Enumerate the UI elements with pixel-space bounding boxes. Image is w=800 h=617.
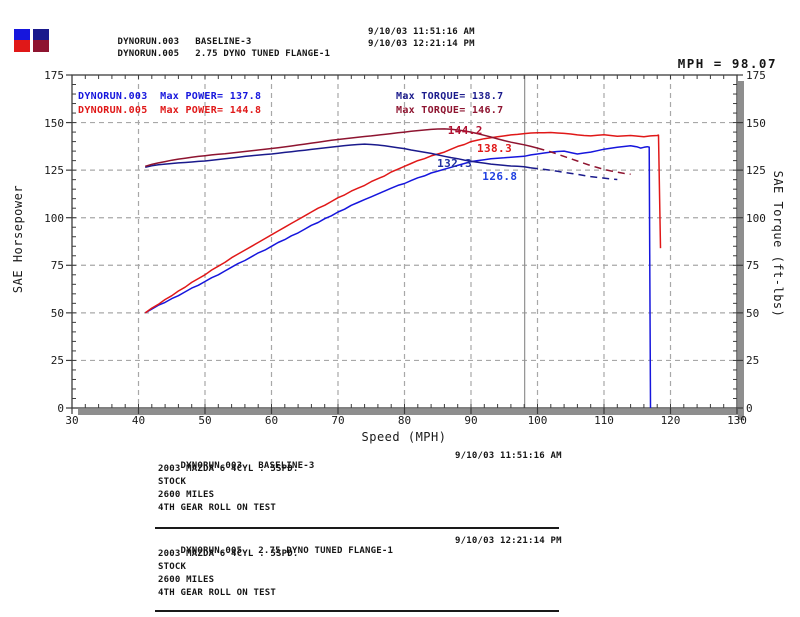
header-run1-row: DYNORUN.003 BASELINE-3 — [95, 27, 251, 57]
legend-run1-max-torque: Max TORQUE= 138.7 — [396, 91, 504, 102]
y-tick-label-right: 50 — [746, 306, 760, 320]
run2-torque-swatch — [33, 40, 49, 52]
y-tick-label-left: 150 — [44, 116, 64, 130]
y-tick-label-right: 25 — [746, 354, 760, 368]
y-tick-label-left: 75 — [50, 259, 64, 273]
y-axis-title-left: SAE Horsepower — [11, 184, 25, 294]
footer-block2-file: DYNORUN.005 — [180, 546, 243, 556]
frame-shadow — [78, 409, 744, 415]
y-tick-label-left: 100 — [44, 211, 64, 225]
y-tick-label-left: 25 — [50, 354, 64, 368]
x-tick-label: 130 — [727, 414, 747, 427]
x-tick-label: 50 — [198, 414, 212, 427]
header-run1-timestamp: 9/10/03 11:51:16 AM — [368, 27, 475, 37]
y-tick-label-right: 0 — [746, 402, 753, 415]
run1-torque-swatch — [33, 29, 49, 40]
footer-block1-line: STOCK — [158, 477, 187, 487]
footer-block2-line: STOCK — [158, 562, 187, 572]
footer-divider — [155, 527, 559, 529]
y-axis-title-right: SAE Torque (ft-lbs) — [771, 170, 785, 318]
footer-block2-label: 2.75 DYNO TUNED FLANGE-1 — [258, 546, 394, 556]
header-run1-file: DYNORUN.003 — [117, 37, 180, 47]
curve-torque-005 — [144, 128, 538, 168]
footer-block1-line: 2600 MILES — [158, 490, 215, 500]
footer-block1-title: DYNORUN.003 BASELINE-3 — [158, 451, 314, 481]
cursor-value-run2-torque: 138.3 — [476, 142, 513, 156]
run2-power-swatch — [14, 40, 30, 52]
footer-block2-line: 4TH GEAR ROLL ON TEST — [158, 588, 276, 598]
footer-block2-title: DYNORUN.005 2.75 DYNO TUNED FLANGE-1 — [158, 536, 393, 566]
cursor-mph-readout: MPH = 98.07 — [677, 56, 777, 71]
header-run2-row: DYNORUN.005 2.75 DYNO TUNED FLANGE-1 — [95, 39, 330, 69]
chart-overlay: DYNORUN.003 Max POWER= 137.8 Max TORQUE=… — [11, 69, 785, 444]
x-tick-label: 110 — [594, 414, 614, 427]
legend-run2-max-power: DYNORUN.005 Max POWER= 144.8 — [78, 105, 262, 116]
footer-block1-label: BASELINE-3 — [258, 461, 315, 471]
cursor-value-run1-power: 132.3 — [437, 156, 473, 170]
header-run2-timestamp: 9/10/03 12:21:14 PM — [368, 39, 475, 49]
y-tick-label-left: 50 — [50, 306, 64, 320]
y-tick-label-right: 125 — [746, 164, 766, 178]
header-run2-file: DYNORUN.005 — [117, 49, 180, 59]
cursor-value-run1-torque: 126.8 — [482, 170, 518, 184]
x-tick-label: 30 — [65, 414, 79, 427]
footer-block1-line: 2003 MAZDA 6 4CYL . 5SPD. — [158, 464, 299, 474]
y-tick-label-right: 150 — [746, 116, 766, 130]
y-tick-label-right: 100 — [746, 211, 766, 225]
curve-torque-005-faded — [537, 147, 631, 176]
footer-block1-file: DYNORUN.003 — [180, 461, 243, 471]
curve-torque-003-faded — [530, 167, 618, 181]
x-tick-label: 40 — [131, 414, 146, 427]
x-axis-title: Speed (MPH) — [361, 430, 447, 444]
curve-torque-003 — [145, 143, 532, 169]
footer-block2-line: 2600 MILES — [158, 575, 215, 585]
y-tick-label-left: 0 — [57, 402, 64, 415]
y-tick-label-left: 175 — [44, 69, 64, 82]
x-tick-label: 120 — [660, 414, 681, 427]
y-tick-label-left: 125 — [44, 164, 64, 178]
x-tick-label: 60 — [264, 414, 279, 427]
curve-power-003 — [144, 145, 652, 409]
footer-block2-line: 2003 MAZDA 6 4CYL . 5SPD. — [158, 549, 299, 559]
x-tick-label: 70 — [331, 414, 345, 427]
header-run2-label: 2.75 DYNO TUNED FLANGE-1 — [195, 49, 331, 59]
x-tick-label: 80 — [397, 414, 412, 427]
footer-block2-timestamp: 9/10/03 12:21:14 PM — [455, 536, 562, 546]
y-tick-label-right: 75 — [746, 259, 760, 273]
header-run1-label: BASELINE-3 — [195, 37, 252, 47]
footer-block1-line: 4TH GEAR ROLL ON TEST — [158, 503, 276, 513]
frame-shadow — [738, 81, 744, 420]
x-tick-label: 100 — [527, 414, 548, 427]
legend-run1-max-power: DYNORUN.003 Max POWER= 137.8 — [78, 91, 262, 102]
plot-frame — [71, 74, 738, 409]
footer-divider — [155, 610, 559, 612]
legend-run2-max-torque: Max TORQUE= 146.7 — [396, 105, 504, 116]
footer-block1-timestamp: 9/10/03 11:51:16 AM — [455, 451, 562, 461]
x-tick-label: 90 — [464, 414, 478, 427]
dyno-plot — [66, 74, 744, 420]
y-tick-label-right: 175 — [746, 69, 766, 82]
run1-power-swatch — [14, 29, 30, 40]
curve-power-005 — [144, 131, 662, 314]
cursor-value-run2-power: 144.2 — [447, 123, 483, 137]
